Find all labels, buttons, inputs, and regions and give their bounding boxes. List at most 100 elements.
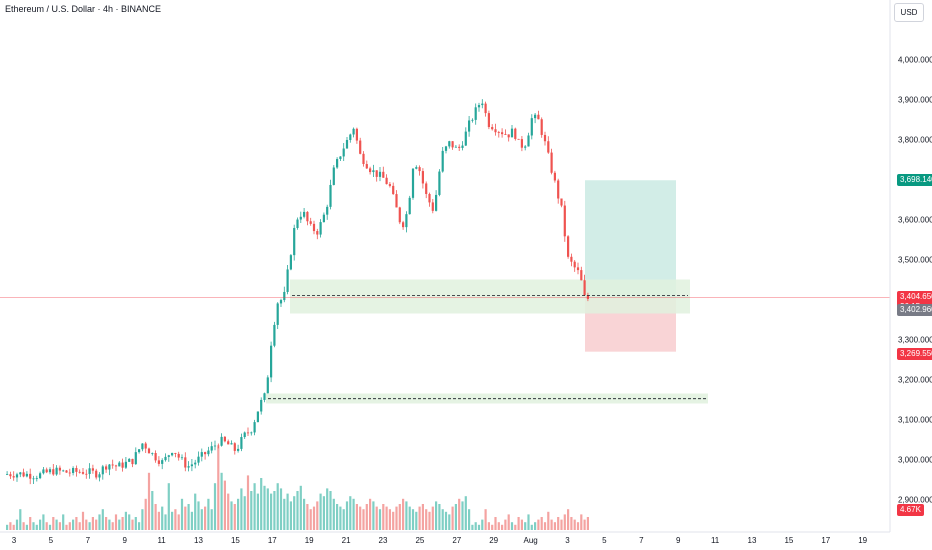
time-axis-label: 17 [267, 536, 277, 545]
volume-bar [375, 506, 378, 530]
candle-body [157, 460, 160, 464]
volume-bar [32, 522, 35, 530]
candle-body [293, 227, 296, 256]
volume-bar [435, 501, 438, 530]
candle-body [438, 171, 441, 195]
candle-body [6, 474, 9, 476]
candle-body [220, 436, 223, 446]
volume-bar [520, 519, 523, 530]
target-price-tag: 3,698.140 [897, 174, 932, 187]
candle-body [454, 146, 457, 148]
candle-body [124, 461, 127, 468]
candle-body [187, 466, 190, 468]
candle-body [316, 231, 319, 235]
time-axis-label: 11 [710, 536, 720, 545]
candle-body [534, 114, 537, 119]
candle-body [210, 446, 213, 451]
candle-body [547, 141, 550, 153]
candle-body [451, 141, 454, 148]
time-axis-label: 17 [821, 536, 831, 545]
candle-body [25, 473, 28, 477]
volume-bar [306, 504, 309, 530]
candle-body [105, 466, 108, 470]
volume-bar [45, 522, 48, 530]
candle-body [128, 458, 131, 462]
candle-body [270, 345, 273, 378]
volume-bar [421, 504, 424, 530]
volume-bar [111, 522, 114, 530]
volume-bar [72, 519, 75, 530]
candle-body [111, 464, 114, 466]
volume-bar [204, 506, 207, 530]
volume-bar [263, 485, 266, 530]
volume-bar [312, 506, 316, 530]
candle-body [411, 168, 415, 198]
volume-bar [299, 485, 302, 530]
volume-bar [336, 504, 339, 530]
volume-bar [220, 472, 223, 530]
volume-bar [484, 509, 487, 530]
volume-bar [497, 522, 500, 530]
volume-bar [151, 491, 154, 530]
candle-body [487, 113, 490, 128]
volume-bar [88, 522, 91, 530]
volume-bar [349, 496, 352, 530]
volume-bar [319, 493, 322, 530]
candle-body [580, 270, 583, 281]
candle-body [319, 222, 322, 235]
candle-body [332, 167, 335, 185]
volume-bar [187, 504, 190, 530]
volume-bar [9, 522, 12, 530]
volume-bar [365, 504, 368, 530]
candle-body [415, 167, 418, 169]
price-axis-label: 4,000.000 [898, 55, 932, 64]
volume-bar [52, 517, 55, 530]
candle-body [197, 456, 200, 463]
time-axis-label: 15 [784, 536, 794, 545]
volume-bar [167, 483, 170, 530]
time-axis-label: 25 [415, 536, 425, 545]
candle-body [174, 452, 177, 454]
volume-bar [283, 498, 286, 530]
candle-body [504, 134, 507, 135]
volume-bar [448, 514, 451, 530]
volume-bar [573, 519, 576, 530]
volume-bar [405, 501, 408, 530]
currency-button[interactable]: USD [894, 3, 924, 22]
volume-bar [243, 496, 246, 530]
price-axis-label: 3,200.000 [898, 375, 932, 384]
volume-bar [563, 514, 566, 530]
volume-bar [326, 488, 329, 530]
volume-bar [260, 478, 263, 530]
candle-body [586, 295, 589, 299]
volume-bar [253, 483, 256, 530]
candle-body [428, 193, 431, 203]
volume-bar [481, 519, 484, 530]
volume-bar [461, 501, 464, 530]
volume-bar [210, 509, 213, 530]
candle-body [256, 411, 259, 423]
volume-bar [501, 524, 504, 530]
volume-bar [39, 519, 42, 530]
volume-bar [586, 517, 589, 530]
volume-bar [6, 524, 9, 530]
candle-body [553, 172, 556, 181]
volume-bar [580, 514, 583, 530]
price-axis-label: 3,800.000 [898, 135, 932, 144]
candle-body [108, 464, 111, 470]
volume-bar [567, 509, 570, 530]
volume-bar [105, 517, 108, 530]
candle-body [329, 184, 332, 207]
volume-bar [289, 501, 292, 530]
volume-bar [55, 519, 58, 530]
volume-bar [560, 519, 563, 530]
volume-layer [6, 446, 589, 530]
volume-bar [273, 491, 276, 530]
volume-bar [95, 519, 98, 530]
volume-bar [223, 480, 226, 530]
candle-body [557, 180, 560, 199]
candle-body [385, 177, 388, 185]
candle-body [388, 184, 391, 186]
candle-body [570, 256, 573, 262]
